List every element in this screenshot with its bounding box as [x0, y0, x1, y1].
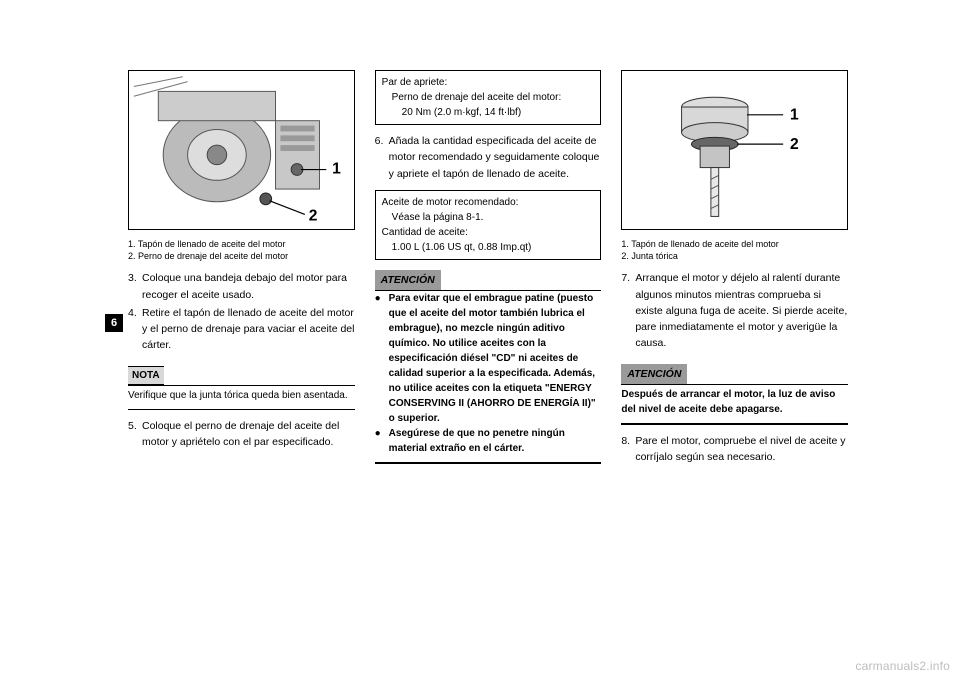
figure-oil-cap: 1 2 — [621, 70, 848, 230]
step-6: 6. Añada la cantidad especificada del ac… — [375, 133, 602, 182]
bullet-text: Para evitar que el embrague patine (pues… — [389, 291, 602, 426]
figure2-caption-1: 1. Tapón de llenado de aceite del motor — [621, 238, 848, 250]
step-num: 4. — [128, 305, 142, 354]
oilspec-title: Aceite de motor recomendado: — [382, 195, 595, 210]
atencion-label: ATENCIÓN — [621, 364, 687, 384]
figure1-caption-1: 1. Tapón de llenado de aceite del motor — [128, 238, 355, 250]
warn-bullet-1: ● Para evitar que el embrague patine (pu… — [375, 291, 602, 426]
spec-line2: 20 Nm (2.0 m·kgf, 14 ft·lbf) — [382, 105, 595, 120]
warn-bullet-2: ● Asegúrese de que no penetre ningún mat… — [375, 426, 602, 456]
step-text: Arranque el motor y déjelo al ralentí du… — [635, 270, 848, 351]
watermark-text: carmanuals2.info — [855, 659, 950, 673]
torque-spec-box: Par de apriete: Perno de drenaje del ace… — [375, 70, 602, 125]
step-text: Retire el tapón de llenado de aceite del… — [142, 305, 355, 354]
step-num: 8. — [621, 433, 635, 466]
section-number-badge: 6 — [105, 314, 123, 332]
bullet-text: Asegúrese de que no penetre ningún mater… — [389, 426, 602, 456]
column-3: 1 2 1. Tapón de llenado de aceite del mo… — [621, 70, 848, 650]
bullet-icon: ● — [375, 426, 389, 456]
atencion-rule-top — [621, 384, 848, 385]
step-5: 5. Coloque el perno de drenaje del aceit… — [128, 418, 355, 451]
manual-page: 6 1 2 — [0, 0, 960, 679]
step-3: 3. Coloque una bandeja debajo del motor … — [128, 270, 355, 303]
step-num: 3. — [128, 270, 142, 303]
step-text: Pare el motor, compruebe el nivel de ace… — [635, 433, 848, 466]
step-text: Coloque una bandeja debajo del motor par… — [142, 270, 355, 303]
figure2-caption-2: 2. Junta tórica — [621, 250, 848, 262]
oilspec-line1: Véase la página 8-1. — [382, 210, 595, 225]
column-1: 1 2 1. Tapón de llenado de aceite del mo… — [128, 70, 355, 650]
step-7: 7. Arranque el motor y déjelo al ralentí… — [621, 270, 848, 351]
oilspec-title2: Cantidad de aceite: — [382, 225, 595, 240]
atencion-rule-bottom — [621, 423, 848, 425]
oil-spec-box: Aceite de motor recomendado: Véase la pá… — [375, 190, 602, 260]
oilspec-line2: 1.00 L (1.06 US qt, 0.88 Imp.qt) — [382, 240, 595, 255]
spec-line1: Perno de drenaje del aceite del motor: — [382, 90, 595, 105]
figure2-label-2: 2 — [790, 136, 799, 153]
nota-body: Verifique que la junta tórica queda bien… — [128, 388, 355, 403]
bullet-icon: ● — [375, 291, 389, 426]
nota-rule-bottom — [128, 409, 355, 410]
step-num: 7. — [621, 270, 635, 351]
step-4: 4. Retire el tapón de llenado de aceite … — [128, 305, 355, 354]
atencion-body: Después de arrancar el motor, la luz de … — [621, 387, 848, 417]
content-area: 1 2 1. Tapón de llenado de aceite del mo… — [128, 70, 848, 650]
step-text: Añada la cantidad especificada del aceit… — [389, 133, 602, 182]
step-num: 6. — [375, 133, 389, 182]
atencion-rule-bottom — [375, 462, 602, 464]
figure1-label-1: 1 — [332, 160, 341, 177]
step-text: Coloque el perno de drenaje del aceite d… — [142, 418, 355, 451]
nota-label: NOTA — [128, 366, 164, 386]
nota-rule-top — [128, 385, 355, 386]
figure-engine-drain: 1 2 — [128, 70, 355, 230]
spec-title: Par de apriete: — [382, 75, 595, 90]
step-8: 8. Pare el motor, compruebe el nivel de … — [621, 433, 848, 466]
atencion-label: ATENCIÓN — [375, 270, 441, 290]
figure1-caption-2: 2. Perno de drenaje del aceite del motor — [128, 250, 355, 262]
figure2-label-1: 1 — [790, 107, 799, 124]
figure1-label-2: 2 — [309, 207, 318, 224]
step-num: 5. — [128, 418, 142, 451]
column-2: Par de apriete: Perno de drenaje del ace… — [375, 70, 602, 650]
